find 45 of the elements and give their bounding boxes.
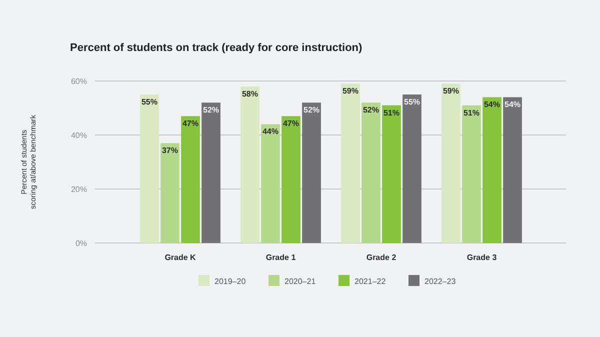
y-tick-label: 60% (70, 76, 87, 86)
data-label: 59% (442, 86, 459, 96)
data-label: 54% (484, 100, 500, 110)
y-tick-label: 0% (75, 238, 87, 248)
data-label: 55% (141, 98, 158, 106)
bar (382, 105, 401, 243)
data-label: 52% (362, 106, 380, 115)
data-label: 37% (162, 146, 178, 156)
bar (202, 102, 220, 243)
bar (482, 97, 502, 243)
y-tick-label: 20% (70, 184, 87, 194)
data-label: 47% (182, 119, 199, 128)
bar (503, 97, 522, 243)
data-label: 55% (404, 98, 420, 106)
bar (302, 102, 321, 243)
bar (140, 94, 159, 243)
legend-label: 2022–23 (424, 276, 456, 286)
bar (181, 116, 200, 243)
data-label: 59% (342, 86, 358, 96)
bar (462, 105, 481, 243)
x-tick-label: Grade 3 (466, 253, 498, 262)
bar (240, 86, 260, 243)
data-label: 52% (304, 106, 320, 115)
x-tick-label: Grade K (164, 253, 196, 262)
bar (341, 84, 360, 243)
data-label: 58% (242, 89, 258, 98)
legend-label: 2020–21 (284, 276, 316, 286)
data-label: 51% (383, 108, 400, 118)
bar (362, 102, 380, 243)
bar (402, 94, 422, 243)
bar (160, 143, 180, 243)
data-label: 47% (282, 119, 300, 128)
data-label: 52% (203, 106, 220, 115)
y-tick-label: 40% (70, 130, 87, 140)
bar (282, 116, 300, 243)
bar (442, 84, 460, 243)
x-tick-label: Grade 2 (366, 253, 397, 262)
data-label: 51% (463, 108, 480, 118)
legend-label: 2021–22 (354, 276, 386, 286)
chart-title: Percent of students on track (ready for core instruction) (70, 42, 363, 54)
x-tick-label: Grade 1 (266, 253, 296, 262)
legend-label: 2019–20 (214, 276, 246, 286)
data-label: 44% (262, 127, 279, 136)
bar (261, 124, 280, 243)
data-label: 54% (504, 100, 521, 110)
